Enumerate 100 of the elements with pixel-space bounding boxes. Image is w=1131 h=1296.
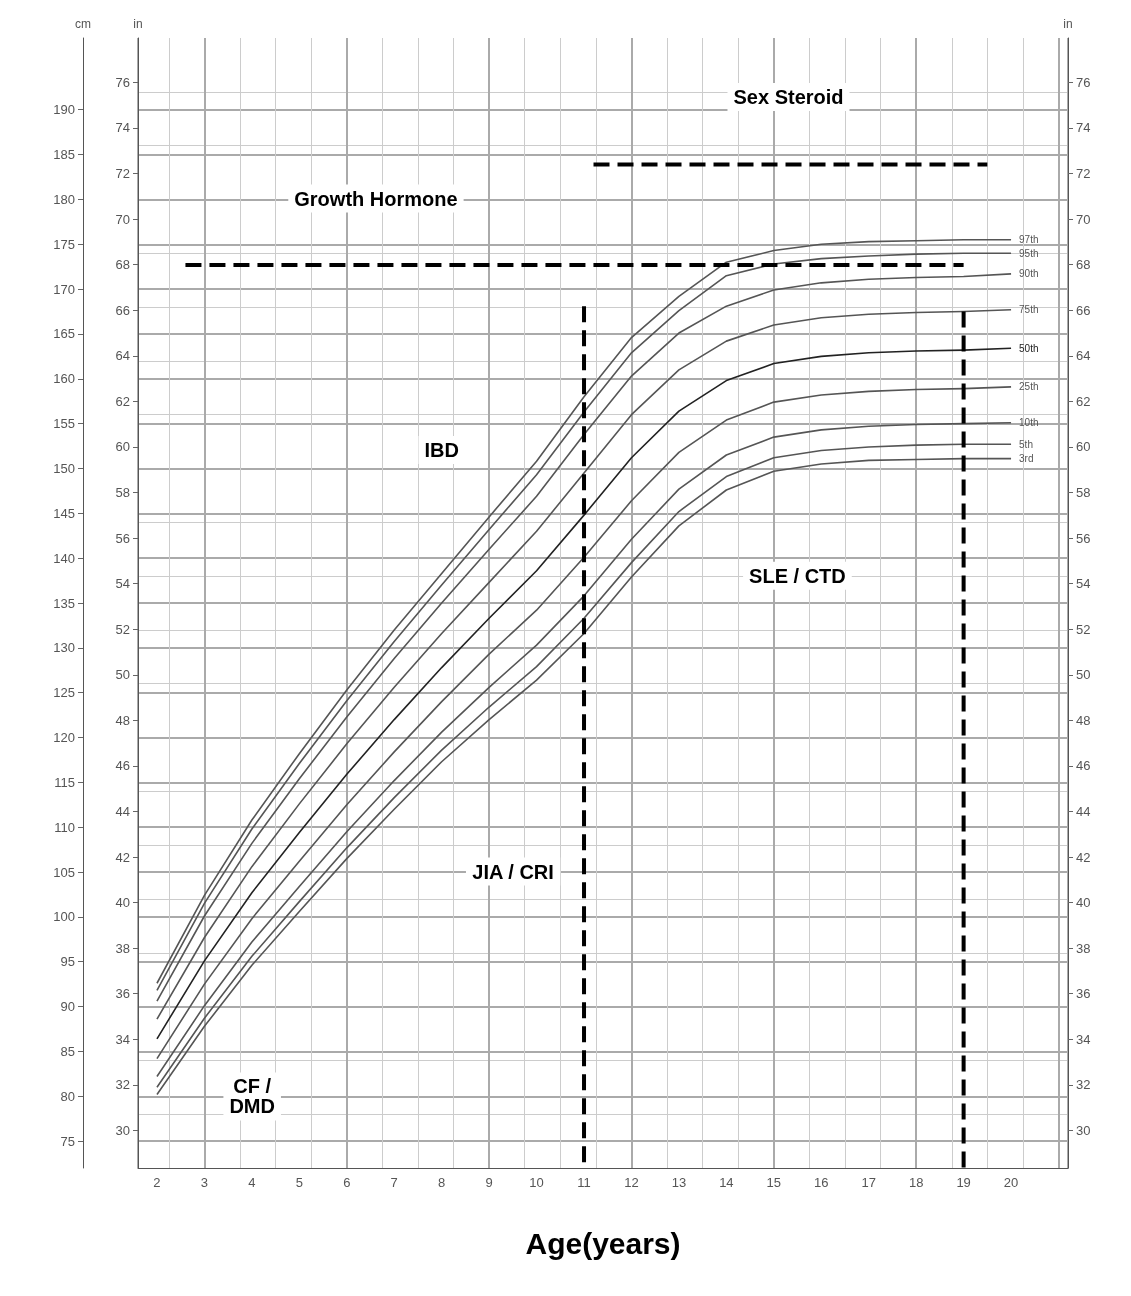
y2-tick-label: 36 xyxy=(1076,986,1091,1002)
x-tick-label: 19 xyxy=(956,1175,971,1190)
x-tick-label: 6 xyxy=(343,1175,351,1190)
y-tick-label: 175 xyxy=(53,236,75,252)
y-tick-label: 100 xyxy=(53,909,75,925)
y3-tick-label: 40 xyxy=(115,895,130,911)
y3-axis-title: in xyxy=(133,17,143,31)
y2-axis-title: in xyxy=(1063,17,1073,31)
x-axis-title: Age(years) xyxy=(525,1226,681,1260)
series-label: 95th xyxy=(1019,247,1039,259)
y2-tick-label: 38 xyxy=(1076,940,1091,956)
y-tick-label: 160 xyxy=(53,371,75,387)
y2-tick-label: 48 xyxy=(1076,712,1091,728)
series-label: 90th xyxy=(1019,268,1039,280)
y3-tick-label: 68 xyxy=(115,257,130,273)
y3-tick-label: 66 xyxy=(115,302,130,318)
y2-tick-label: 54 xyxy=(1076,576,1091,592)
y2-tick-label: 74 xyxy=(1076,120,1091,136)
y2-tick-label: 76 xyxy=(1076,74,1091,90)
y2-tick-label: 44 xyxy=(1076,803,1091,819)
y-tick-label: 180 xyxy=(53,191,75,207)
annotation: JIA / CRI xyxy=(472,860,554,883)
x-tick-label: 7 xyxy=(390,1175,398,1190)
y3-tick-label: 74 xyxy=(115,120,130,136)
y-tick-label: 80 xyxy=(60,1088,75,1104)
y-tick-label: 185 xyxy=(53,147,75,163)
annotation: CF / DMD xyxy=(229,1075,275,1118)
y2-tick-label: 72 xyxy=(1076,166,1091,182)
y-tick-label: 115 xyxy=(54,774,75,790)
x-tick-label: 12 xyxy=(624,1175,639,1190)
y2-tick-label: 62 xyxy=(1076,393,1091,409)
y-tick-label: 110 xyxy=(54,819,75,835)
y3-tick-label: 42 xyxy=(115,849,130,865)
series-label: 97th xyxy=(1019,234,1039,246)
y2-tick-label: 56 xyxy=(1076,530,1091,546)
y3-tick-label: 52 xyxy=(115,621,130,637)
y3-tick-label: 62 xyxy=(115,393,130,409)
y-tick-label: 140 xyxy=(53,550,75,566)
y3-tick-label: 58 xyxy=(115,485,130,501)
y3-tick-label: 48 xyxy=(115,712,130,728)
y2-tick-label: 46 xyxy=(1076,758,1091,774)
y-tick-label: 120 xyxy=(53,730,75,746)
series-label: 50th xyxy=(1019,342,1039,354)
x-tick-label: 20 xyxy=(1003,1175,1019,1190)
y-tick-label: 150 xyxy=(53,460,75,476)
x-tick-label: 16 xyxy=(814,1175,829,1190)
y-tick-label: 130 xyxy=(53,640,75,656)
x-tick-label: 17 xyxy=(861,1175,876,1190)
y3-tick-label: 60 xyxy=(115,439,130,455)
y-tick-label: 90 xyxy=(60,999,75,1015)
y2-tick-label: 52 xyxy=(1076,621,1091,637)
x-tick-label: 18 xyxy=(908,1175,924,1190)
annotation: IBD xyxy=(424,438,459,461)
series-label: 75th xyxy=(1019,304,1039,316)
y2-tick-label: 30 xyxy=(1076,1122,1091,1138)
x-tick-label: 5 xyxy=(295,1175,303,1190)
x-tick-label: 2 xyxy=(153,1175,161,1190)
y2-tick-label: 42 xyxy=(1076,849,1091,865)
y2-tick-label: 64 xyxy=(1076,348,1091,364)
y2-tick-label: 40 xyxy=(1076,895,1091,911)
y-tick-label: 125 xyxy=(53,685,75,701)
y-tick-label: 155 xyxy=(53,416,75,432)
annotation: Growth Hormone xyxy=(294,187,458,210)
y-tick-label: 170 xyxy=(53,281,75,297)
x-tick-label: 10 xyxy=(529,1175,544,1190)
y3-tick-label: 36 xyxy=(115,986,130,1002)
y3-tick-label: 54 xyxy=(115,576,130,592)
y3-tick-label: 46 xyxy=(115,758,130,774)
y2-tick-label: 70 xyxy=(1076,211,1091,227)
y3-tick-label: 30 xyxy=(115,1122,130,1138)
y-tick-label: 95 xyxy=(60,954,75,970)
y3-tick-label: 38 xyxy=(115,940,130,956)
x-tick-label: 15 xyxy=(766,1175,782,1190)
y-tick-label: 105 xyxy=(53,864,75,880)
y2-tick-label: 66 xyxy=(1076,302,1091,318)
y2-tick-label: 58 xyxy=(1076,485,1091,501)
x-tick-label: 8 xyxy=(438,1175,446,1190)
y2-tick-label: 50 xyxy=(1076,667,1091,683)
y2-tick-label: 68 xyxy=(1076,257,1091,273)
series-label: 10th xyxy=(1019,417,1039,429)
series-label: 5th xyxy=(1019,438,1033,450)
y-axis-title: cm xyxy=(75,17,91,31)
y3-tick-label: 70 xyxy=(115,211,130,227)
x-tick-label: 4 xyxy=(248,1175,256,1190)
y3-tick-label: 32 xyxy=(115,1077,130,1093)
y2-tick-label: 60 xyxy=(1076,439,1091,455)
y-tick-label: 85 xyxy=(60,1043,75,1059)
y-tick-label: 190 xyxy=(53,102,75,118)
y3-tick-label: 44 xyxy=(115,803,130,819)
y3-tick-label: 76 xyxy=(115,74,130,90)
y3-tick-label: 50 xyxy=(115,667,130,683)
x-tick-label: 11 xyxy=(577,1175,591,1190)
x-tick-label: 14 xyxy=(719,1175,734,1190)
y3-tick-label: 72 xyxy=(115,166,130,182)
x-tick-label: 3 xyxy=(200,1175,209,1190)
y3-tick-label: 56 xyxy=(115,530,130,546)
y-tick-label: 135 xyxy=(53,595,75,611)
y-tick-label: 75 xyxy=(60,1133,75,1149)
x-tick-label: 13 xyxy=(671,1175,687,1190)
y-tick-label: 165 xyxy=(53,326,75,342)
